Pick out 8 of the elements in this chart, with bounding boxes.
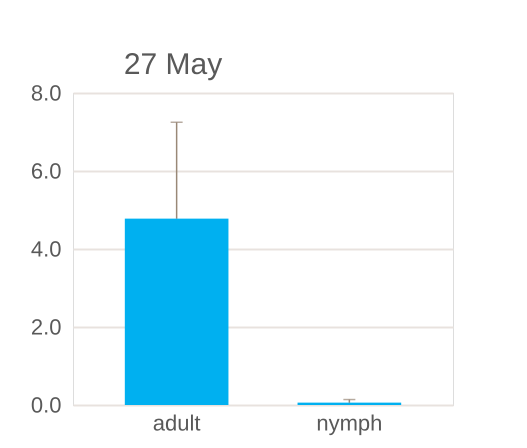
y-tick-label: 8.0	[30, 80, 62, 106]
y-tick-label: 6.0	[30, 158, 62, 184]
chart-title: 27 May	[124, 48, 222, 81]
x-tick-label: adult	[152, 410, 200, 436]
y-tick-label: 2.0	[30, 314, 62, 340]
y-tick-label: 0.0	[30, 392, 62, 418]
x-tick-label: nymph	[316, 410, 382, 436]
y-tick-label: 4.0	[30, 236, 62, 262]
